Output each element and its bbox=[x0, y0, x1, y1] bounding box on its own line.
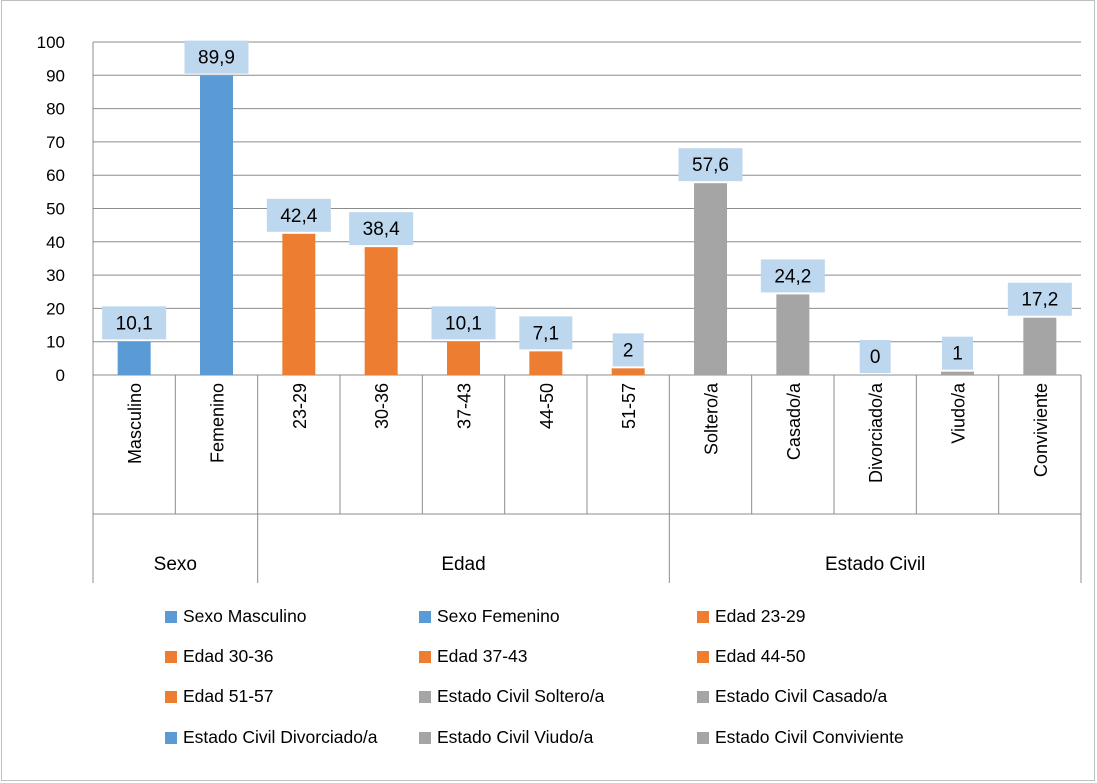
y-tick-label: 50 bbox=[46, 200, 65, 219]
group-label: Sexo bbox=[154, 554, 197, 575]
legend-swatch bbox=[697, 690, 709, 703]
data-label: 42,4 bbox=[280, 206, 317, 227]
category-label: Divorciado/a bbox=[866, 382, 886, 483]
category-label: 51-57 bbox=[619, 383, 639, 429]
legend-label: Sexo Masculino bbox=[183, 606, 307, 626]
legend-label: Estado Civil Conviviente bbox=[715, 727, 904, 747]
data-label-box bbox=[266, 198, 331, 232]
legend-swatch bbox=[419, 610, 431, 623]
bar bbox=[1023, 317, 1057, 375]
y-tick-label: 70 bbox=[46, 133, 65, 152]
data-label: 1 bbox=[952, 344, 963, 365]
bar bbox=[776, 294, 810, 375]
data-label-box bbox=[760, 259, 825, 293]
legend-swatch bbox=[419, 650, 431, 663]
legend-label: Estado Civil Casado/a bbox=[715, 686, 888, 706]
legend-label: Estado Civil Soltero/a bbox=[437, 686, 605, 706]
legend-label: Edad 44-50 bbox=[715, 646, 806, 666]
bar bbox=[447, 341, 480, 375]
category-label: Casado/a bbox=[784, 382, 804, 460]
data-label: 7,1 bbox=[533, 323, 559, 344]
group-label: Edad bbox=[441, 554, 485, 575]
legend-swatch bbox=[697, 610, 709, 623]
category-label: Femenino bbox=[208, 383, 228, 463]
legend-swatch bbox=[165, 731, 177, 744]
legend-label: Estado Civil Viudo/a bbox=[437, 727, 594, 747]
data-label-box bbox=[519, 316, 573, 350]
data-label-box bbox=[184, 40, 249, 74]
y-tick-label: 10 bbox=[46, 333, 65, 352]
legend-swatch bbox=[165, 610, 177, 623]
data-label-box bbox=[102, 306, 167, 340]
category-label: Conviviente bbox=[1031, 383, 1051, 477]
y-tick-label: 100 bbox=[37, 33, 65, 52]
legend-item: Edad 30-36 bbox=[165, 646, 274, 667]
data-label: 17,2 bbox=[1021, 290, 1058, 311]
bar bbox=[117, 341, 151, 375]
y-tick-label: 40 bbox=[46, 233, 65, 252]
legend-item: Edad 51-57 bbox=[165, 686, 274, 707]
data-label: 2 bbox=[623, 340, 634, 361]
legend-item: Sexo Masculino bbox=[165, 606, 307, 627]
legend-item: Estado Civil Conviviente bbox=[697, 727, 904, 748]
data-label-box bbox=[431, 306, 496, 340]
data-label: 38,4 bbox=[363, 219, 400, 240]
legend-item: Estado Civil Soltero/a bbox=[419, 686, 604, 707]
legend-label: Edad 30-36 bbox=[183, 646, 274, 666]
data-label-box bbox=[942, 336, 973, 370]
bar bbox=[941, 371, 974, 375]
legend-label: Edad 51-57 bbox=[183, 686, 274, 706]
data-label-box bbox=[349, 212, 414, 246]
data-label: 10,1 bbox=[116, 313, 153, 334]
category-label: Masculino bbox=[125, 383, 145, 464]
category-label: Viudo/a bbox=[949, 382, 969, 444]
category-label: 30-36 bbox=[372, 383, 392, 429]
legend-label: Edad 23-29 bbox=[715, 606, 806, 626]
legend-swatch bbox=[697, 731, 709, 744]
legend-item: Estado Civil Divorciado/a bbox=[165, 727, 378, 748]
category-label: 37-43 bbox=[455, 383, 475, 429]
data-label-box bbox=[859, 340, 891, 373]
data-label-box bbox=[612, 333, 644, 367]
legend-label: Sexo Femenino bbox=[437, 606, 560, 626]
legend-swatch bbox=[165, 690, 177, 703]
y-tick-label: 20 bbox=[46, 299, 65, 318]
legend-swatch bbox=[165, 650, 177, 663]
legend-label: Estado Civil Divorciado/a bbox=[183, 727, 378, 747]
legend-swatch bbox=[419, 731, 431, 744]
legend-swatch bbox=[697, 650, 709, 663]
data-label-box bbox=[1007, 282, 1072, 316]
legend-item: Edad 23-29 bbox=[697, 606, 806, 627]
bar bbox=[529, 351, 563, 375]
y-tick-label: 30 bbox=[46, 266, 65, 285]
bar bbox=[694, 183, 727, 375]
bar bbox=[364, 247, 398, 375]
group-label: Estado Civil bbox=[825, 554, 925, 575]
bar bbox=[282, 233, 316, 375]
y-tick-label: 0 bbox=[56, 366, 65, 385]
y-tick-label: 60 bbox=[46, 166, 65, 185]
legend-swatch bbox=[419, 690, 431, 703]
data-label-box bbox=[678, 148, 743, 182]
data-label: 10,1 bbox=[445, 313, 482, 334]
legend-item: Edad 44-50 bbox=[697, 646, 806, 667]
data-label: 24,2 bbox=[774, 266, 811, 287]
legend-item: Sexo Femenino bbox=[419, 606, 560, 627]
y-tick-label: 90 bbox=[46, 66, 65, 85]
legend-item: Estado Civil Viudo/a bbox=[419, 727, 593, 748]
data-label: 0 bbox=[870, 347, 881, 368]
y-tick-label: 80 bbox=[46, 100, 65, 119]
category-label: Soltero/a bbox=[702, 382, 722, 455]
category-label: 23-29 bbox=[290, 383, 310, 429]
legend-item: Estado Civil Casado/a bbox=[697, 686, 887, 707]
category-label: 44-50 bbox=[537, 383, 557, 429]
bar bbox=[611, 368, 645, 375]
bar bbox=[200, 75, 233, 376]
data-label: 57,6 bbox=[692, 155, 729, 176]
legend-item: Edad 37-43 bbox=[419, 646, 528, 667]
legend-label: Edad 37-43 bbox=[437, 646, 528, 666]
data-label: 89,9 bbox=[198, 48, 235, 69]
